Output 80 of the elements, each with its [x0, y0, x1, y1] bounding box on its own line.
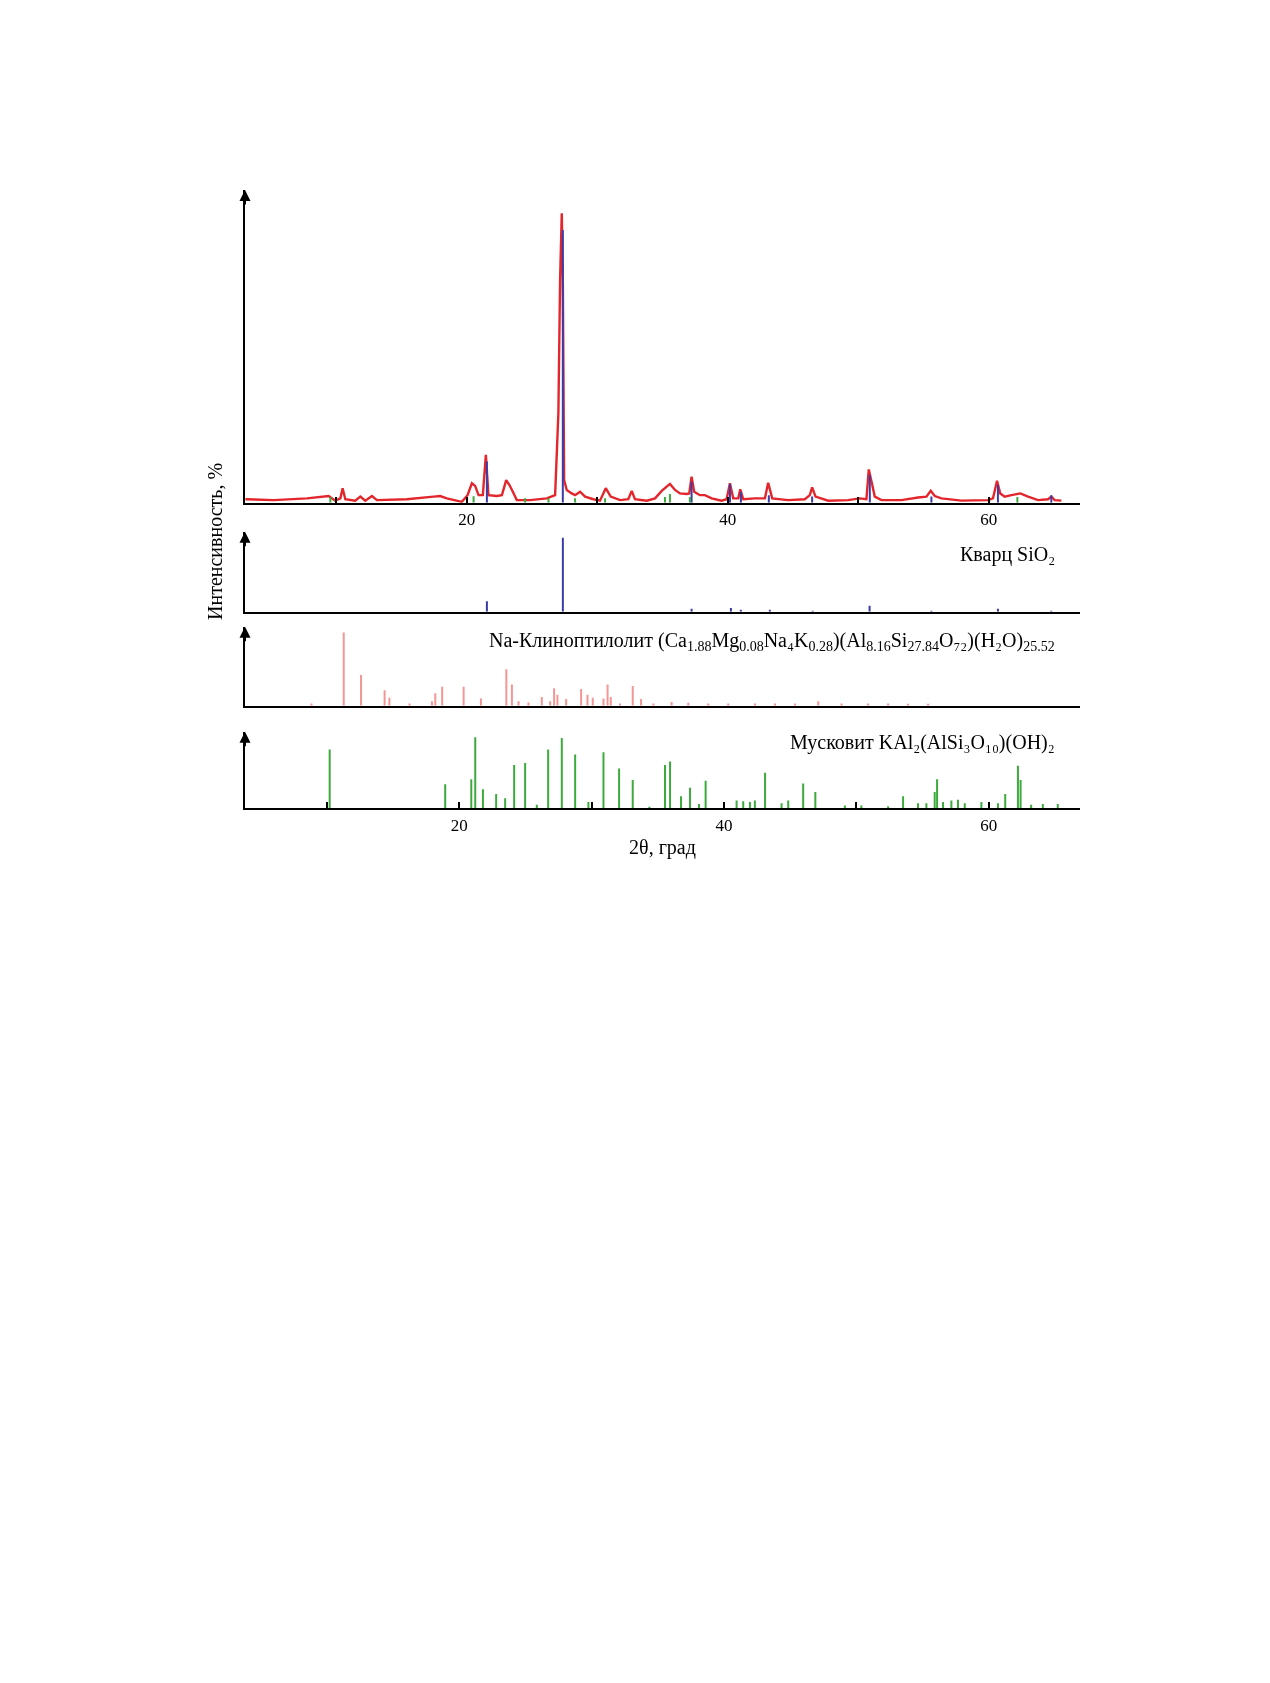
bar — [917, 803, 920, 809]
bar — [860, 805, 863, 809]
bar — [780, 803, 783, 809]
bar — [764, 772, 767, 809]
bar — [434, 693, 437, 706]
bar — [689, 787, 692, 809]
bar — [553, 688, 556, 706]
text: Кварц SiO₂ — [960, 543, 1056, 566]
bar — [996, 803, 999, 809]
bar — [485, 461, 488, 503]
bar — [602, 698, 605, 706]
bar — [739, 491, 742, 503]
x-axis-title: 2θ, град — [629, 835, 696, 859]
bar — [868, 474, 871, 503]
bar — [996, 485, 999, 503]
bar — [942, 801, 945, 809]
bar — [1004, 794, 1007, 809]
bar — [513, 765, 516, 809]
bar — [328, 749, 331, 809]
bar — [618, 768, 621, 809]
text: Na-Клиноптилолит (Ca$_{1.88}$Mg$_{0.08}$Na₄K$_{0.28}$)(Al$_{8.16}$Si$_{27.84}$O₇₂)(H₂O)$_{25.52}$ — [489, 629, 1055, 655]
bar — [462, 686, 465, 706]
bar — [580, 688, 583, 706]
x-tick-label: 40 — [715, 815, 733, 835]
bar — [728, 483, 731, 503]
bar — [383, 690, 386, 706]
bar — [602, 752, 605, 809]
bar — [980, 801, 983, 809]
bar — [342, 632, 345, 706]
bar — [1050, 495, 1053, 503]
bar — [561, 537, 564, 612]
bar — [680, 796, 683, 809]
bar — [561, 229, 564, 503]
x-tick-label: 60 — [980, 815, 998, 835]
x-tick-label: 40 — [719, 510, 737, 530]
bar — [560, 738, 563, 809]
bar — [704, 780, 707, 809]
bar — [631, 685, 634, 706]
bar — [640, 699, 643, 706]
bar — [1016, 765, 1019, 809]
bar — [504, 798, 507, 809]
x-tick-label: 60 — [980, 510, 998, 530]
bar — [690, 481, 693, 503]
bar — [936, 779, 939, 809]
bar — [485, 601, 488, 612]
bar — [843, 805, 846, 809]
bar — [956, 799, 959, 809]
bar — [444, 784, 447, 809]
bar — [470, 779, 473, 809]
bar — [574, 754, 577, 809]
bar — [669, 761, 672, 809]
bar — [505, 669, 508, 706]
bar — [887, 806, 890, 809]
bar — [606, 684, 609, 706]
bar — [664, 765, 667, 809]
bar — [631, 779, 634, 809]
bar — [742, 801, 745, 809]
bar — [481, 789, 484, 809]
x-tick-label: 20 — [450, 815, 468, 835]
bar — [524, 762, 527, 809]
y-axis-title: Интенсивность, % — [204, 462, 226, 620]
bar — [472, 496, 475, 503]
bar — [360, 674, 363, 706]
bar — [474, 737, 477, 809]
bar — [586, 694, 589, 706]
bar — [479, 698, 482, 706]
series-label: Мусковит KAl₂(AlSi₃O₁₀)(OH)₂ — [790, 731, 1055, 754]
bar — [748, 801, 751, 809]
bar — [963, 803, 966, 809]
bar — [925, 803, 928, 809]
bar — [565, 699, 568, 706]
bar — [441, 686, 444, 706]
bar — [802, 783, 805, 809]
bar — [495, 794, 498, 809]
bar — [547, 749, 550, 809]
x-tick-label: 20 — [458, 510, 476, 530]
bar — [668, 494, 671, 503]
bar — [814, 791, 817, 809]
bar — [902, 796, 905, 809]
bar — [767, 495, 770, 503]
